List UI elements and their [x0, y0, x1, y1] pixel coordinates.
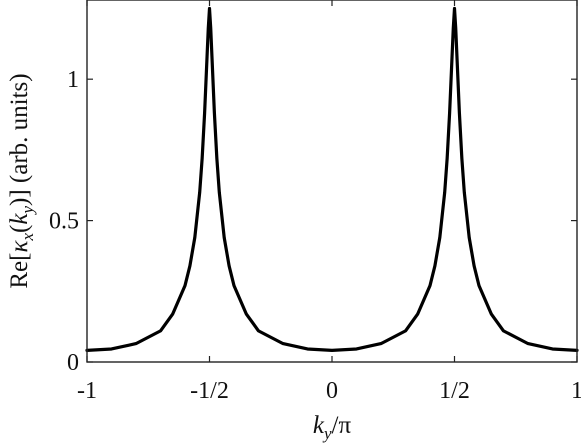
plot-area [87, 0, 577, 362]
x-tick-label: 1 [571, 378, 581, 404]
x-tick-label: -1/2 [190, 378, 229, 404]
x-tick-label: 0 [326, 378, 338, 404]
plot-frame [86, 0, 578, 363]
y-axis-title: Re[κx(ky)] (arb. units) [6, 73, 37, 288]
series-line [85, 6, 579, 352]
x-axis-title: ky/π [313, 412, 352, 443]
y-tick-label: 0.5 [49, 209, 79, 235]
x-tick-label: -1 [77, 378, 97, 404]
labels-layer: -1 -1/2 0 1/2 1 0 0.5 1 [49, 67, 581, 404]
x-tick-label: 1/2 [439, 378, 470, 404]
y-tick-label: 0 [67, 350, 79, 376]
y-tick-label: 1 [67, 67, 79, 93]
